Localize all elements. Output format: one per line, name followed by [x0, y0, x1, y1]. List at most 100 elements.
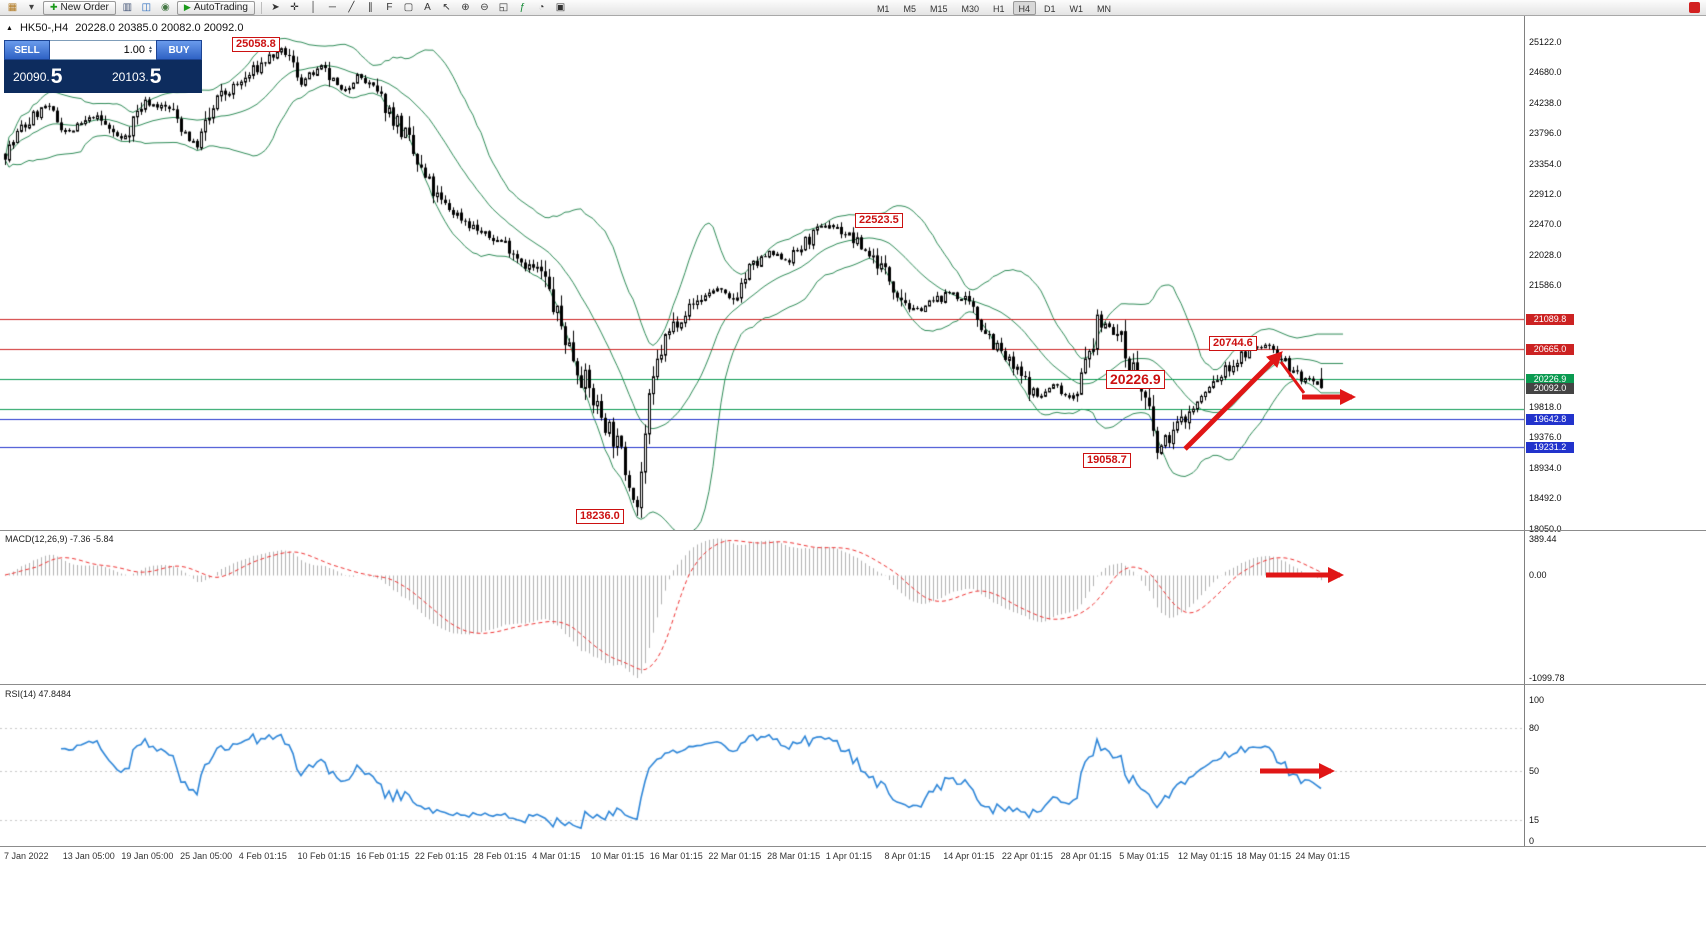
arrows-tool-icon[interactable]: ↖	[442, 1, 451, 13]
channel-icon[interactable]: ∥	[367, 1, 373, 13]
price-tick: 25122.0	[1529, 37, 1562, 47]
price-tick: 23796.0	[1529, 128, 1562, 139]
timeframe-d1-button[interactable]: D1	[1044, 3, 1056, 14]
chart-dropdown-icon[interactable]: ▾	[28, 1, 35, 13]
price-tick: 18934.0	[1529, 462, 1562, 473]
time-axis[interactable]: 7 Jan 2022 13 Jan 05:00 19 Jan 05:00 25 Jan…	[0, 847, 1524, 865]
price-annotation[interactable]: 20226.9	[1106, 370, 1165, 389]
templates-icon[interactable]: ▣	[555, 1, 566, 13]
sell-button[interactable]: SELL	[4, 40, 50, 60]
autotrading-button[interactable]: ▶ AutoTrading	[176, 0, 255, 15]
time-axis-label: 7 Jan 2022	[4, 851, 49, 861]
one-click-trading-panel: SELL 1.00 ▲ ▼ BUY 20090. 5 20103. 5	[4, 40, 202, 93]
time-axis-label: 5 May 01:15	[1119, 851, 1169, 861]
rsi-axis-label: 15	[1529, 814, 1540, 825]
toolbar-middle-icons: ▥ ◫ ◉	[118, 1, 175, 15]
volume-field[interactable]: 1.00 ▲ ▼	[50, 40, 156, 60]
price-tick: 21586.0	[1529, 280, 1562, 291]
time-axis-label: 10 Feb 01:15	[297, 851, 351, 861]
buy-price[interactable]: 20103. 5	[103, 60, 202, 93]
macd-rsi-splitter[interactable]	[0, 684, 1706, 685]
fibonacci-icon[interactable]: F	[386, 1, 393, 13]
play-icon: ▶	[183, 2, 191, 12]
time-axis-label: 25 Jan 05:00	[180, 851, 233, 861]
timeframe-m15-button[interactable]: M15	[929, 3, 948, 14]
sell-price[interactable]: 20090. 5	[4, 60, 103, 93]
macd-axis-label: -1099.78	[1529, 673, 1565, 683]
trendline-icon[interactable]: ╱	[348, 1, 355, 13]
cursor-icon[interactable]: ➤	[271, 1, 280, 13]
rsi-canvas[interactable]	[0, 686, 1524, 846]
vertical-line-icon[interactable]: │	[310, 1, 317, 13]
price-annotation[interactable]: 22523.5	[855, 213, 903, 228]
main-macd-splitter[interactable]	[0, 530, 1706, 531]
timeframe-m30-button[interactable]: M30	[961, 3, 979, 14]
zoom-in-icon[interactable]: ⊕	[461, 1, 470, 13]
periods-icon[interactable]: ◔	[538, 1, 545, 13]
new-chart-icon[interactable]: ▦	[7, 1, 18, 13]
price-line-label: 20226.9	[1526, 373, 1574, 385]
time-axis-label: 18 May 01:15	[1236, 851, 1292, 861]
plus-icon: ✚	[50, 2, 58, 12]
buy-button[interactable]: BUY	[156, 40, 202, 60]
price-annotation[interactable]: 18236.0	[576, 509, 624, 524]
tile-windows-icon[interactable]: ◱	[498, 1, 509, 13]
price-line-label: 20665.0	[1526, 343, 1574, 355]
macd-axis-label: 0.00	[1529, 570, 1547, 580]
indicators-icon[interactable]: ƒ	[519, 1, 526, 13]
price-axis[interactable]: 25122.0 24680.0 24238.0 23796.0 23354.0 22912…	[1524, 16, 1705, 846]
time-axis-label: 22 Mar 01:15	[708, 851, 762, 861]
toolbar-tool-icons: ➤ ✛ │ ─ ╱ ∥ F ▢ A ↖ ⊕ ⊖ ◱ ƒ ◔ ▣	[266, 1, 570, 15]
symbol-title: HK50-,H4	[19, 22, 69, 34]
up-triangle-icon: ▲	[6, 24, 13, 32]
profiles-icon[interactable]: ◫	[141, 1, 152, 13]
macd-canvas[interactable]	[0, 531, 1524, 684]
toolbar-right	[1689, 2, 1703, 13]
alerts-icon[interactable]: ◉	[161, 1, 170, 13]
time-axis-label: 22 Feb 01:15	[414, 851, 468, 861]
text-label-icon[interactable]: A	[424, 1, 431, 13]
toolbar-separator	[260, 1, 262, 14]
timeframe-w1-button[interactable]: W1	[1069, 3, 1084, 14]
ohlc-values: 20228.0 20385.0 20082.0 20092.0	[75, 22, 244, 34]
timeframe-h4-button[interactable]: H4	[1012, 0, 1037, 15]
timeframe-h1-button[interactable]: H1	[993, 3, 1005, 14]
spinner-up-icon[interactable]: ▲	[148, 44, 153, 51]
notification-icon[interactable]	[1689, 2, 1700, 13]
buy-price-main: 20103.	[112, 69, 149, 84]
time-axis-label: 28 Feb 01:15	[473, 851, 527, 861]
charts-grid-icon[interactable]: ▥	[122, 1, 133, 13]
price-annotation[interactable]: 25058.8	[232, 37, 280, 52]
timeframe-m5-button[interactable]: M5	[903, 3, 916, 14]
spinner-down-icon[interactable]: ▼	[148, 49, 153, 55]
horizontal-line-icon[interactable]: ─	[328, 1, 336, 13]
toolbar: ▦ ▾ ✚ New Order ▥ ◫ ◉ ▶ AutoTrading ➤ ✛ │ ─ ╱ ∥ F…	[0, 0, 1706, 16]
sh​apes-icon[interactable]: ▢	[403, 1, 414, 13]
price-annotation[interactable]: 20744.6	[1209, 336, 1257, 351]
main-chart-canvas[interactable]	[0, 16, 1524, 530]
time-axis-label: 13 Jan 05:00	[62, 851, 115, 861]
price-line-label: 19642.8	[1526, 414, 1574, 426]
rsi-indicator-label: RSI(14) 47.8484	[5, 689, 72, 699]
new-order-label: New Order	[60, 2, 109, 13]
price-tick: 24680.0	[1529, 67, 1562, 78]
rsi-axis-label: 0	[1529, 836, 1535, 846]
price-annotation[interactable]: 19058.7	[1083, 453, 1131, 468]
time-axis-label: 24 May 01:15	[1295, 851, 1350, 861]
time-axis-label: 4 Mar 01:15	[532, 851, 581, 861]
sell-price-big-digit: 5	[50, 64, 63, 88]
new-order-button[interactable]: ✚ New Order	[43, 0, 116, 15]
time-axis-label: 28 Apr 01:15	[1060, 851, 1112, 861]
rsi-axis-label: 50	[1529, 765, 1540, 776]
time-axis-label: 1 Apr 01:15	[825, 851, 872, 861]
zoom-out-icon[interactable]: ⊖	[480, 1, 489, 13]
time-axis-label: 16 Feb 01:15	[356, 851, 410, 861]
time-axis-label: 4 Feb 01:15	[238, 851, 287, 861]
price-line-label: 20092.0	[1526, 383, 1574, 395]
chart-symbol-header: ▲ HK50-,H4 20228.0 20385.0 20082.0 20092…	[6, 22, 243, 34]
crosshair-icon[interactable]: ✛	[290, 1, 299, 13]
volume-spinner[interactable]: ▲ ▼	[148, 44, 153, 55]
timeframe-mn-button[interactable]: MN	[1097, 3, 1112, 14]
timeframe-m1-button[interactable]: M1	[876, 3, 890, 14]
price-line-label: 21089.8	[1526, 314, 1574, 326]
